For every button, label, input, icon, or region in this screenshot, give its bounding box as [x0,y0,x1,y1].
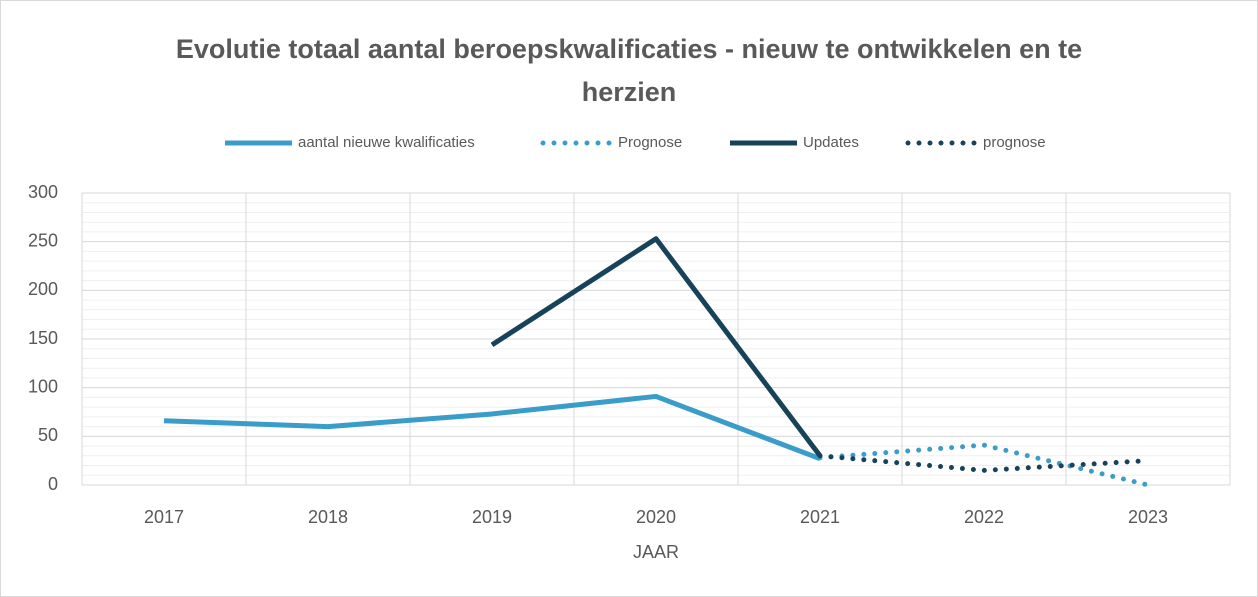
series-line [817,453,1151,473]
y-tick-label: 300 [28,182,58,202]
x-tick-label: 2017 [144,507,184,527]
y-tick-label: 250 [28,230,58,250]
legend-label: Prognose [618,134,682,151]
y-tick-label: 50 [38,425,58,445]
x-tick-label: 2021 [800,507,840,527]
series-line [817,442,1151,488]
legend-label: Updates [803,134,859,151]
y-tick-label: 0 [48,474,58,494]
x-tick-label: 2022 [964,507,1004,527]
x-tick-label: 2019 [472,507,512,527]
chart-title: Evolutie totaal aantal beroepskwalificat… [175,34,1083,107]
y-tick-label: 150 [28,328,58,348]
y-tick-label: 200 [28,279,58,299]
legend-label: aantal nieuwe kwalificaties [298,134,475,151]
series-line [490,236,822,458]
x-tick-label: 2023 [1128,507,1168,527]
x-axis-label: JAAR [633,542,679,562]
y-tick-label: 100 [28,376,58,396]
series-line [163,393,821,462]
x-tick-label: 2018 [308,507,348,527]
x-tick-label: 2020 [636,507,676,527]
legend-label: prognose [983,134,1046,151]
